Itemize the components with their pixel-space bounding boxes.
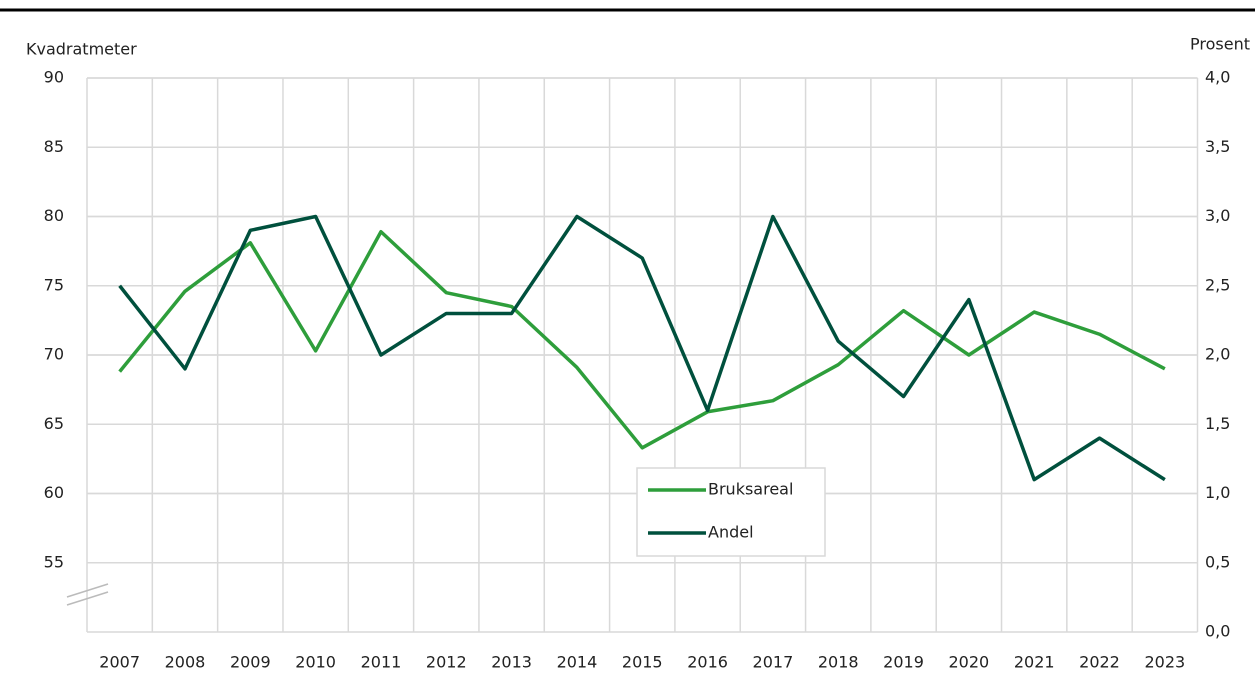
series-line	[118, 229, 1166, 450]
grid	[86, 77, 1199, 633]
y-tick-label: 70	[44, 345, 64, 364]
x-tick-label: 2007	[99, 653, 140, 672]
x-tick-label: 2014	[557, 653, 598, 672]
x-tick-label: 2009	[230, 653, 271, 672]
x-tick-label: 2012	[426, 653, 467, 672]
x-tick-label: 2017	[753, 653, 794, 672]
x-tick-label: 2021	[1014, 653, 1055, 672]
x-tick-label: 2011	[361, 653, 402, 672]
legend	[636, 467, 826, 557]
legend-label: Bruksareal	[708, 480, 793, 499]
x-tick-label: 2020	[949, 653, 990, 672]
x-tick-label: 2010	[295, 653, 336, 672]
x-tick-label: 2013	[491, 653, 532, 672]
y-tick-label: 60	[44, 483, 64, 502]
y2-tick-label: 2,5	[1205, 275, 1230, 294]
x-tick-label: 2018	[818, 653, 859, 672]
y-tick-label: 90	[44, 68, 64, 87]
plot	[118, 214, 1166, 482]
legend-entries: Bruksareal Andel	[648, 480, 793, 542]
axis-break	[66, 583, 109, 598]
y-tick-label: 85	[44, 137, 64, 156]
y2-tick-label: 0,5	[1205, 552, 1230, 571]
x-tick-label: 2016	[687, 653, 728, 672]
series-line	[118, 214, 1166, 482]
legend-label: Andel	[708, 523, 754, 542]
axis-break	[66, 591, 109, 606]
y2-tick-label: 1,5	[1205, 414, 1230, 433]
x-tick-label: 2019	[883, 653, 924, 672]
y-tick-label: 55	[44, 552, 64, 571]
y2-tick-label: 2,0	[1205, 345, 1230, 364]
y2-tick-label: 0,0	[1205, 622, 1230, 641]
y2-tick-label: 4,0	[1205, 68, 1230, 87]
x-tick-label: 2022	[1079, 653, 1120, 672]
y-tick-label: 80	[44, 206, 64, 225]
y-axis-label: Kvadratmeter	[26, 40, 137, 59]
y2-axis-label: Prosent	[1190, 35, 1250, 54]
y-tick-label: 65	[44, 414, 64, 433]
y2-tick-label: 3,0	[1205, 206, 1230, 225]
y2-tick-label: 3,5	[1205, 137, 1230, 156]
x-tick-label: 2008	[165, 653, 206, 672]
y-tick-label: 75	[44, 275, 64, 294]
x-tick-label: 2023	[1144, 653, 1185, 672]
y2-tick-label: 1,0	[1205, 483, 1230, 502]
x-tick-label: 2015	[622, 653, 663, 672]
